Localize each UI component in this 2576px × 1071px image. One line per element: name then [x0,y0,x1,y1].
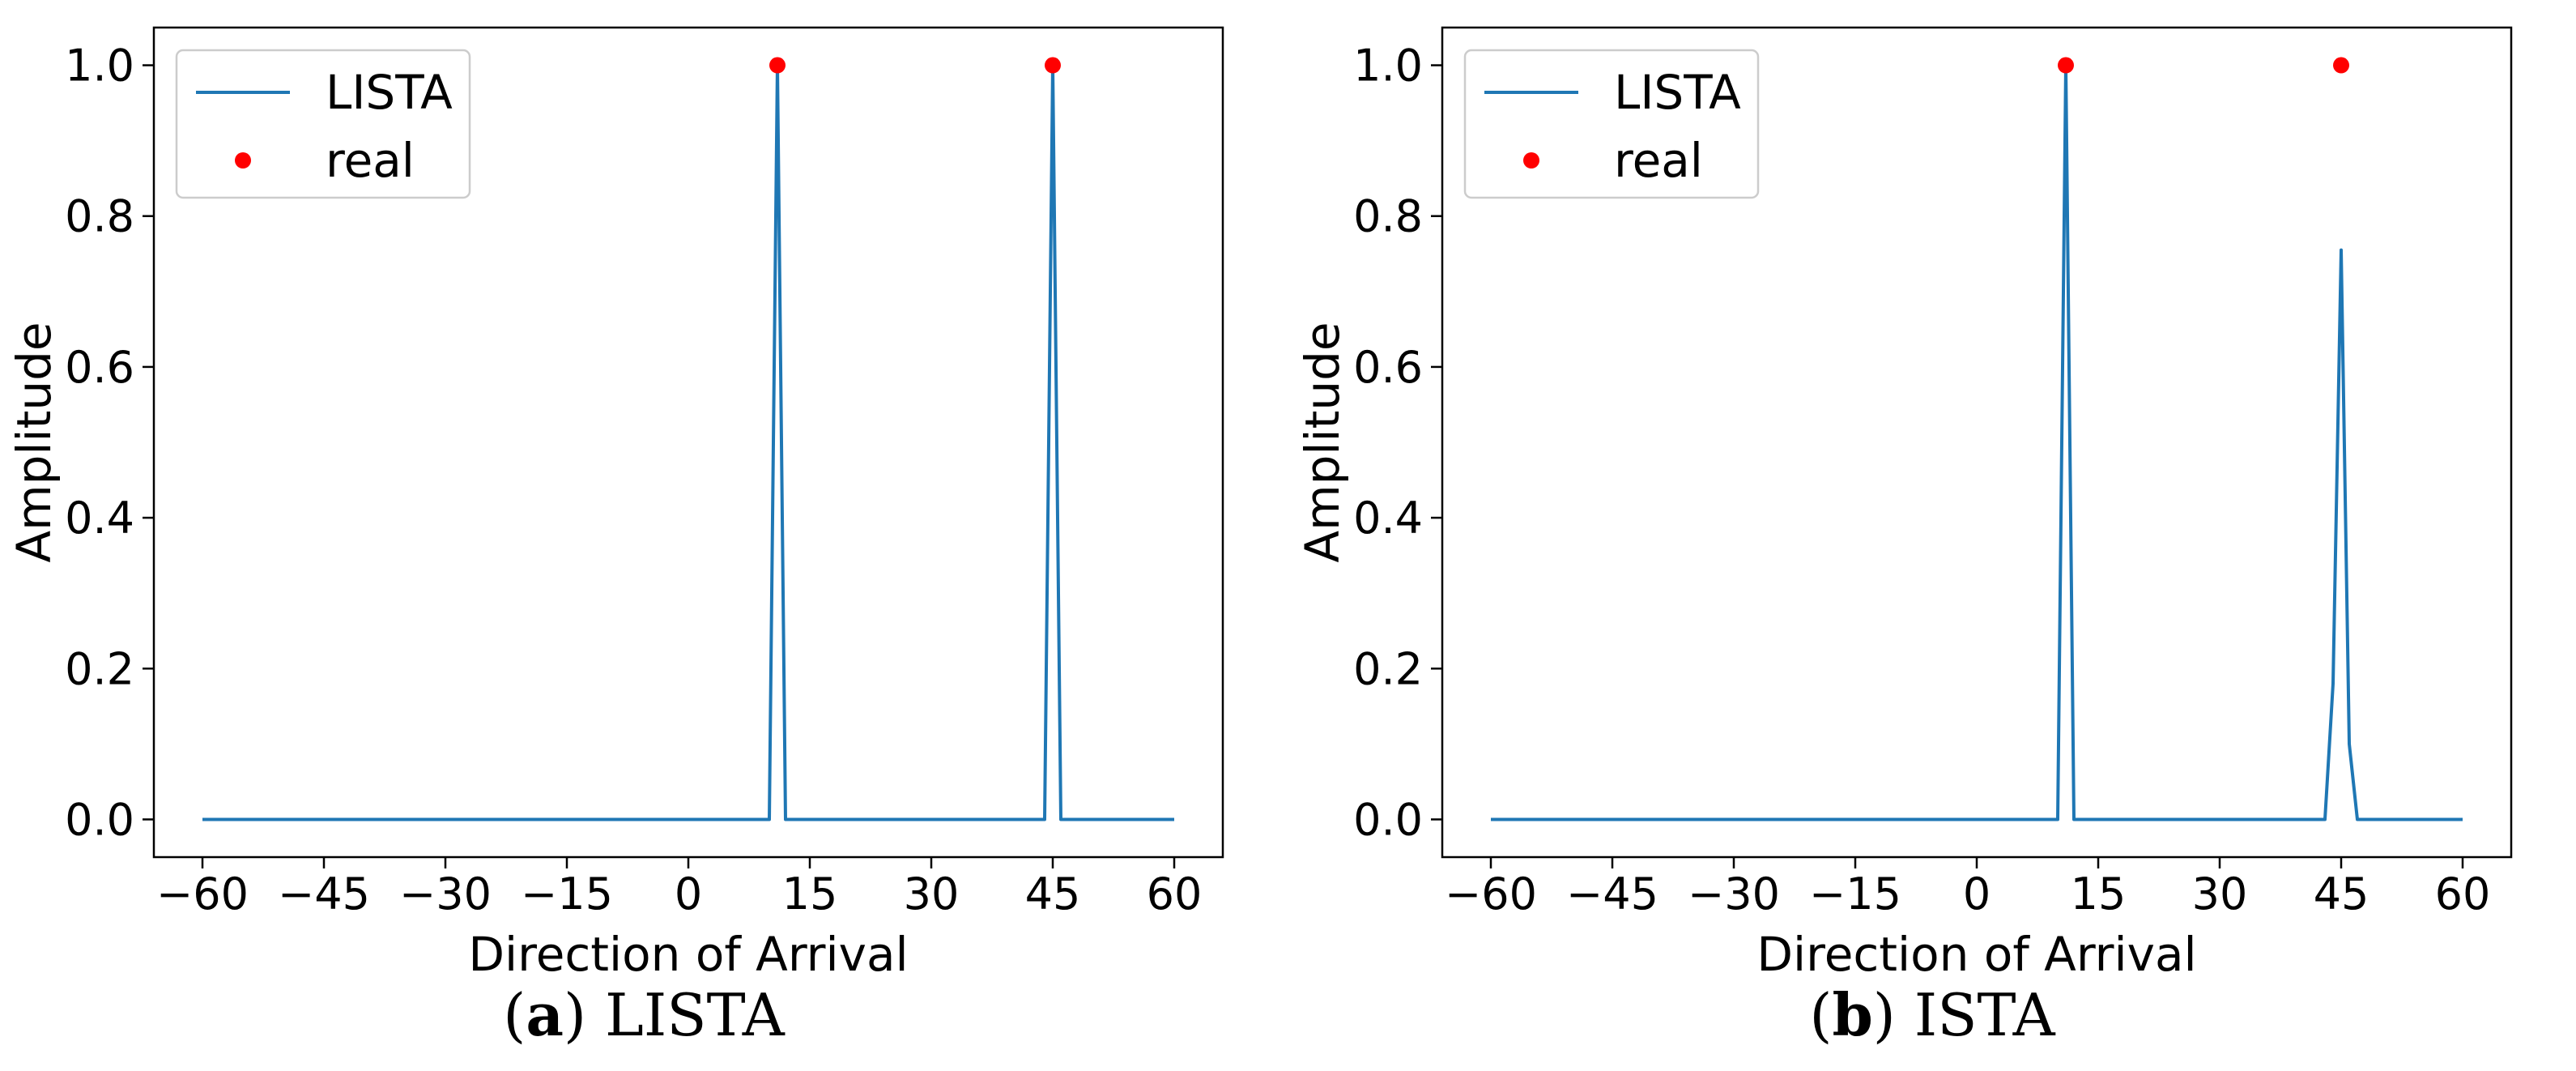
x-tick-label-2: −30 [399,868,492,920]
x-tick-label-5: 15 [782,868,838,920]
x-tick-label-1: −45 [278,868,370,920]
y-tick-label-3: 0.6 [65,342,134,393]
data-point-real-0 [769,57,786,74]
y-tick-label-2: 0.4 [65,493,134,544]
caption-b: (b) ISTA [1809,980,2055,1049]
y-tick-label-5: 1.0 [1353,41,1423,92]
caption-a-text: LISTA [605,981,785,1049]
y-tick-label-0: 0.0 [1353,794,1423,845]
legend-label-real: real [326,133,415,188]
y-axis-label: Amplitude [6,322,62,562]
legend: LISTA real [1463,49,1760,199]
y-axis-label: Amplitude [1295,322,1350,562]
x-tick-label-3: −15 [521,868,613,920]
caption-b-text: ISTA [1914,981,2055,1049]
y-tick-label-1: 0.2 [65,643,134,694]
chart-panel-b: −60 −45 −30 −15 0 15 30 45 60 0.0 0.2 0.4 0.6 0.8 1.0 D… [1288,0,2576,1071]
caption-a-letter: a [526,980,564,1049]
x-tick-label-3: −15 [1809,868,1901,920]
x-tick-label-2: −30 [1688,868,1780,920]
x-tick-label-7: 45 [1025,868,1081,920]
caption-b-letter: b [1832,980,1873,1049]
x-axis-label: Direction of Arrival [468,927,908,982]
x-tick-label-8: 60 [1147,868,1203,920]
x-tick-label-0: −60 [1445,868,1537,920]
data-point-real-1 [2333,57,2349,74]
legend-label-lista: LISTA [1614,65,1741,120]
chart-panel-a: −60 −45 −30 −15 0 15 30 45 60 0.0 0.2 0.4 0.6 0.8 1.0 D… [6,26,1224,1049]
series-line-lista [1491,63,2463,821]
data-point-real-1 [1045,57,1061,74]
x-tick-label-4: 0 [675,868,702,920]
x-tick-label-7: 45 [2314,868,2369,920]
chart-a-svg: −60 −45 −30 −15 0 15 30 45 60 0.0 0.2 0.4 0.6 0.8 1.0 D… [6,26,1224,982]
legend-label-lista: LISTA [326,65,453,120]
y-tick-label-3: 0.6 [1353,342,1423,393]
y-tick-label-0: 0.0 [65,794,134,845]
x-tick-label-8: 60 [2435,868,2491,920]
y-tick-label-4: 0.8 [1353,191,1423,242]
x-tick-label-6: 30 [904,868,960,920]
y-tick-label-2: 0.4 [1353,493,1423,544]
legend-point-swatch [1523,152,1539,169]
x-tick-label-5: 15 [2071,868,2127,920]
series-line-lista [202,63,1174,821]
x-tick-label-0: −60 [156,868,249,920]
legend-label-real: real [1614,133,1703,188]
x-tick-label-1: −45 [1566,868,1658,920]
caption-a: (a) LISTA [503,980,785,1049]
x-tick-label-4: 0 [1963,868,1991,920]
x-tick-label-6: 30 [2192,868,2248,920]
y-tick-label-5: 1.0 [65,41,134,92]
y-tick-label-4: 0.8 [65,191,134,242]
legend: LISTA real [175,49,471,199]
chart-b-svg: −60 −45 −30 −15 0 15 30 45 60 0.0 0.2 0.4 0.6 0.8 1.0 D… [1295,26,2513,982]
y-tick-label-1: 0.2 [1353,643,1423,694]
x-axis-label: Direction of Arrival [1756,927,2196,982]
data-point-real-0 [2058,57,2074,74]
legend-point-swatch [235,152,251,169]
